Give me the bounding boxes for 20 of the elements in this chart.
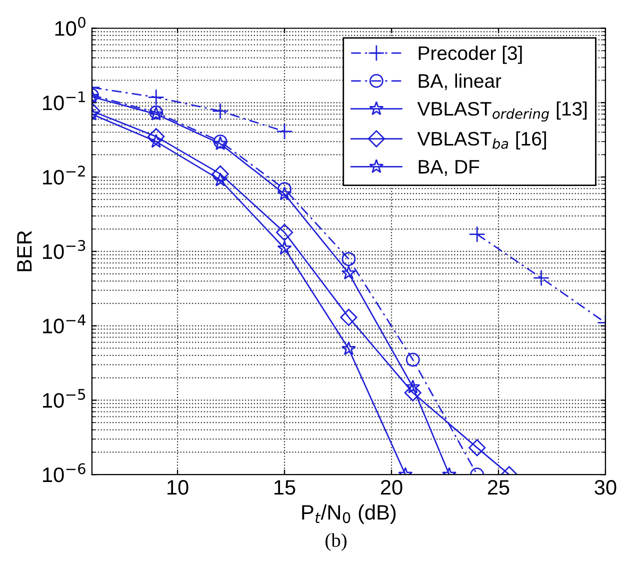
y-tick-label: 10$^{−2}$ (43, 166, 85, 185)
x-axis-title: P$_{t}$/N$_{0}$ (dB) (302, 504, 396, 524)
legend-label: BA, linear (418, 74, 502, 90)
legend-label: BA, DF (418, 160, 480, 176)
legend-label: VBLAST$_{ba}$ [16] (417, 131, 546, 150)
y-axis-title: BER (17, 230, 32, 272)
y-tick-label: 10$^{−3}$ (43, 240, 86, 260)
legend-label: VBLAST$_{ordering}$ [13] (417, 101, 587, 122)
y-tick-label: 10$^{−6}$ (43, 463, 86, 482)
text: (b) (326, 533, 347, 551)
y-tick-label: 10$^{−4}$ (43, 314, 86, 334)
x-tick-label: 10 (168, 480, 188, 495)
x-tick-label: 20 (380, 480, 402, 495)
x-tick-label: 15 (274, 480, 296, 495)
x-tick-label: 25 (488, 480, 510, 495)
y-tick-label: 10$^{0}$ (55, 16, 86, 36)
y-tick-label: 10$^{−1}$ (43, 91, 85, 110)
y-tick-label: 10$^{−5}$ (43, 389, 86, 408)
x-tick-label: 30 (594, 480, 616, 495)
legend-label: Precoder [3] (418, 46, 522, 64)
